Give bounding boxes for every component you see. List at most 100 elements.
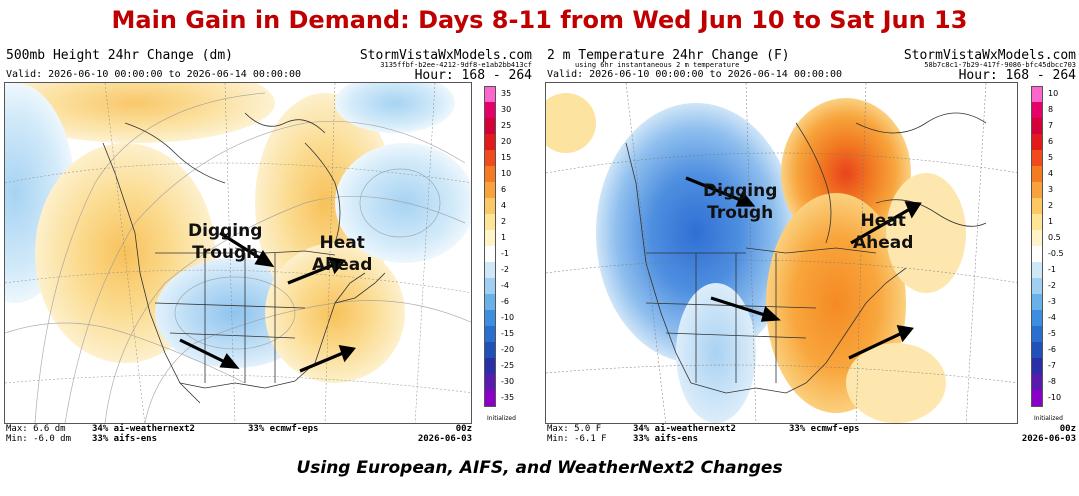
colorbar-label: 6 xyxy=(501,185,507,194)
colorbar-label: -6 xyxy=(501,297,509,306)
run-date: 2026-06-03 xyxy=(1021,434,1076,444)
caption: Using European, AIFS, and WeatherNext2 C… xyxy=(296,458,783,478)
colorbar-label: 4 xyxy=(1048,169,1054,178)
annotation-digging-trough: Digging Trough xyxy=(188,221,263,263)
colorbar-label: 10 xyxy=(1048,89,1059,98)
temperature-change-map xyxy=(545,82,1018,424)
colorbar-swatch xyxy=(484,342,496,359)
initialized-label: Initialized xyxy=(1034,415,1063,422)
min-value: Min: -6.0 dm xyxy=(6,434,72,444)
colorbar-label: 8 xyxy=(1048,105,1054,114)
colorbar-swatch xyxy=(484,118,496,135)
run-label: 00z xyxy=(1059,424,1076,434)
colorbar-label: -30 xyxy=(501,377,515,386)
colorbar-label: -10 xyxy=(1048,393,1062,402)
colorbar-swatch xyxy=(484,374,496,391)
colorbar-swatch xyxy=(484,262,496,279)
colorbar-label: -2 xyxy=(501,265,509,274)
colorbar-label: -7 xyxy=(1048,361,1056,370)
colorbar-swatch xyxy=(1031,198,1043,215)
colorbar-label: -10 xyxy=(501,313,515,322)
colorbar-swatch xyxy=(484,182,496,199)
panel-title: 500mb Height 24hr Change (dm) xyxy=(6,48,233,63)
colorbar-label: 2 xyxy=(1048,201,1054,210)
colorbar-swatch xyxy=(1031,390,1043,407)
colorbar-swatch xyxy=(484,310,496,327)
max-value: Max: 6.6 dm xyxy=(6,424,66,434)
colorbar-label: 7 xyxy=(1048,121,1054,130)
colorbar-label: 4 xyxy=(501,201,507,210)
colorbar-label: 5 xyxy=(1048,153,1054,162)
colorbar-swatch xyxy=(484,390,496,407)
model-weight-b: 33% aifs-ens xyxy=(92,434,158,444)
colorbar-label: -1 xyxy=(1048,265,1056,274)
colorbar-swatch xyxy=(1031,230,1043,247)
colorbar-label: -0.5 xyxy=(1048,249,1064,258)
colorbar-swatch xyxy=(1031,134,1043,151)
run-date: 2026-06-03 xyxy=(417,434,472,444)
colorbar-swatch xyxy=(1031,310,1043,327)
colorbar-swatch xyxy=(484,326,496,343)
colorbar-label: -15 xyxy=(501,329,515,338)
colorbar-label: -35 xyxy=(501,393,515,402)
colorbar-swatch xyxy=(484,198,496,215)
valid-range: Valid: 2026-06-10 00:00:00 to 2026-06-14… xyxy=(6,69,302,80)
colorbar-swatch xyxy=(484,294,496,311)
map-graphic xyxy=(5,83,471,423)
colorbar-label: 35 xyxy=(501,89,512,98)
page-title: Main Gain in Demand: Days 8-11 from Wed … xyxy=(111,6,968,34)
colorbar-label: -2 xyxy=(1048,281,1056,290)
colorbar-swatch xyxy=(484,246,496,263)
model-weight-b: 33% aifs-ens xyxy=(633,434,699,444)
colorbar-label: -20 xyxy=(501,345,515,354)
colorbar-label: 0.5 xyxy=(1048,233,1061,242)
colorbar-swatch xyxy=(484,150,496,167)
colorbar-label: 2 xyxy=(501,217,507,226)
colorbar-swatch xyxy=(1031,342,1043,359)
colorbar-label: -3 xyxy=(1048,297,1056,306)
colorbar-swatch xyxy=(484,86,496,103)
colorbar-swatch xyxy=(484,134,496,151)
height-change-panel: 500mb Height 24hr Change (dm) StormVista… xyxy=(4,48,534,444)
colorbar-swatch xyxy=(1031,358,1043,375)
colorbar-label: 25 xyxy=(501,121,512,130)
colorbar-swatch xyxy=(1031,166,1043,183)
colorbar-swatch xyxy=(1031,150,1043,167)
colorbar-swatch xyxy=(1031,262,1043,279)
colorbar-swatch xyxy=(484,214,496,231)
annotation-digging-trough: Digging Trough xyxy=(703,181,778,223)
colorbar-swatch xyxy=(1031,374,1043,391)
colorbar-label: 3 xyxy=(1048,185,1054,194)
colorbar-label: 30 xyxy=(501,105,512,114)
colorbar-swatch xyxy=(1031,214,1043,231)
colorbar-swatch xyxy=(484,166,496,183)
model-weight-c: 33% ecmwf-eps xyxy=(248,424,319,434)
initialized-label: Initialized xyxy=(487,415,516,422)
min-value: Min: -6.1 F xyxy=(547,434,607,444)
colorbar-swatch xyxy=(1031,182,1043,199)
hour-range: Hour: 168 - 264 xyxy=(958,68,1076,83)
panel-subtitle: using 6hr instantaneous 2 m temperature xyxy=(575,61,740,69)
colorbar-swatch xyxy=(1031,326,1043,343)
colorbar-label: -8 xyxy=(1048,377,1056,386)
colorbar-label: -1 xyxy=(501,249,509,258)
colorbar-label: -4 xyxy=(501,281,509,290)
valid-range: Valid: 2026-06-10 00:00:00 to 2026-06-14… xyxy=(547,69,843,80)
colorbar-swatch xyxy=(484,230,496,247)
run-label: 00z xyxy=(455,424,472,434)
colorbar-swatch xyxy=(1031,102,1043,119)
colorbar-label: -5 xyxy=(1048,329,1056,338)
colorbar-swatch xyxy=(484,278,496,295)
annotation-heat-ahead: Heat Ahead xyxy=(853,211,914,253)
panel-title: 2 m Temperature 24hr Change (F) xyxy=(547,48,790,63)
hour-range: Hour: 168 - 264 xyxy=(414,68,532,83)
map-id: 3135ffbf-b2ee-4212-9df8-e1ab2bb413cf xyxy=(380,61,532,69)
colorbar-label: -6 xyxy=(1048,345,1056,354)
colorbar-label: 15 xyxy=(501,153,512,162)
colorbar-swatch xyxy=(1031,246,1043,263)
brand-label[interactable]: StormVistaWxModels.com xyxy=(359,48,532,63)
brand-label[interactable]: StormVistaWxModels.com xyxy=(903,48,1076,63)
colorbar-label: 10 xyxy=(501,169,512,178)
model-weight-c: 33% ecmwf-eps xyxy=(789,424,860,434)
model-weight-a: 34% ai-weathernext2 xyxy=(92,424,195,434)
